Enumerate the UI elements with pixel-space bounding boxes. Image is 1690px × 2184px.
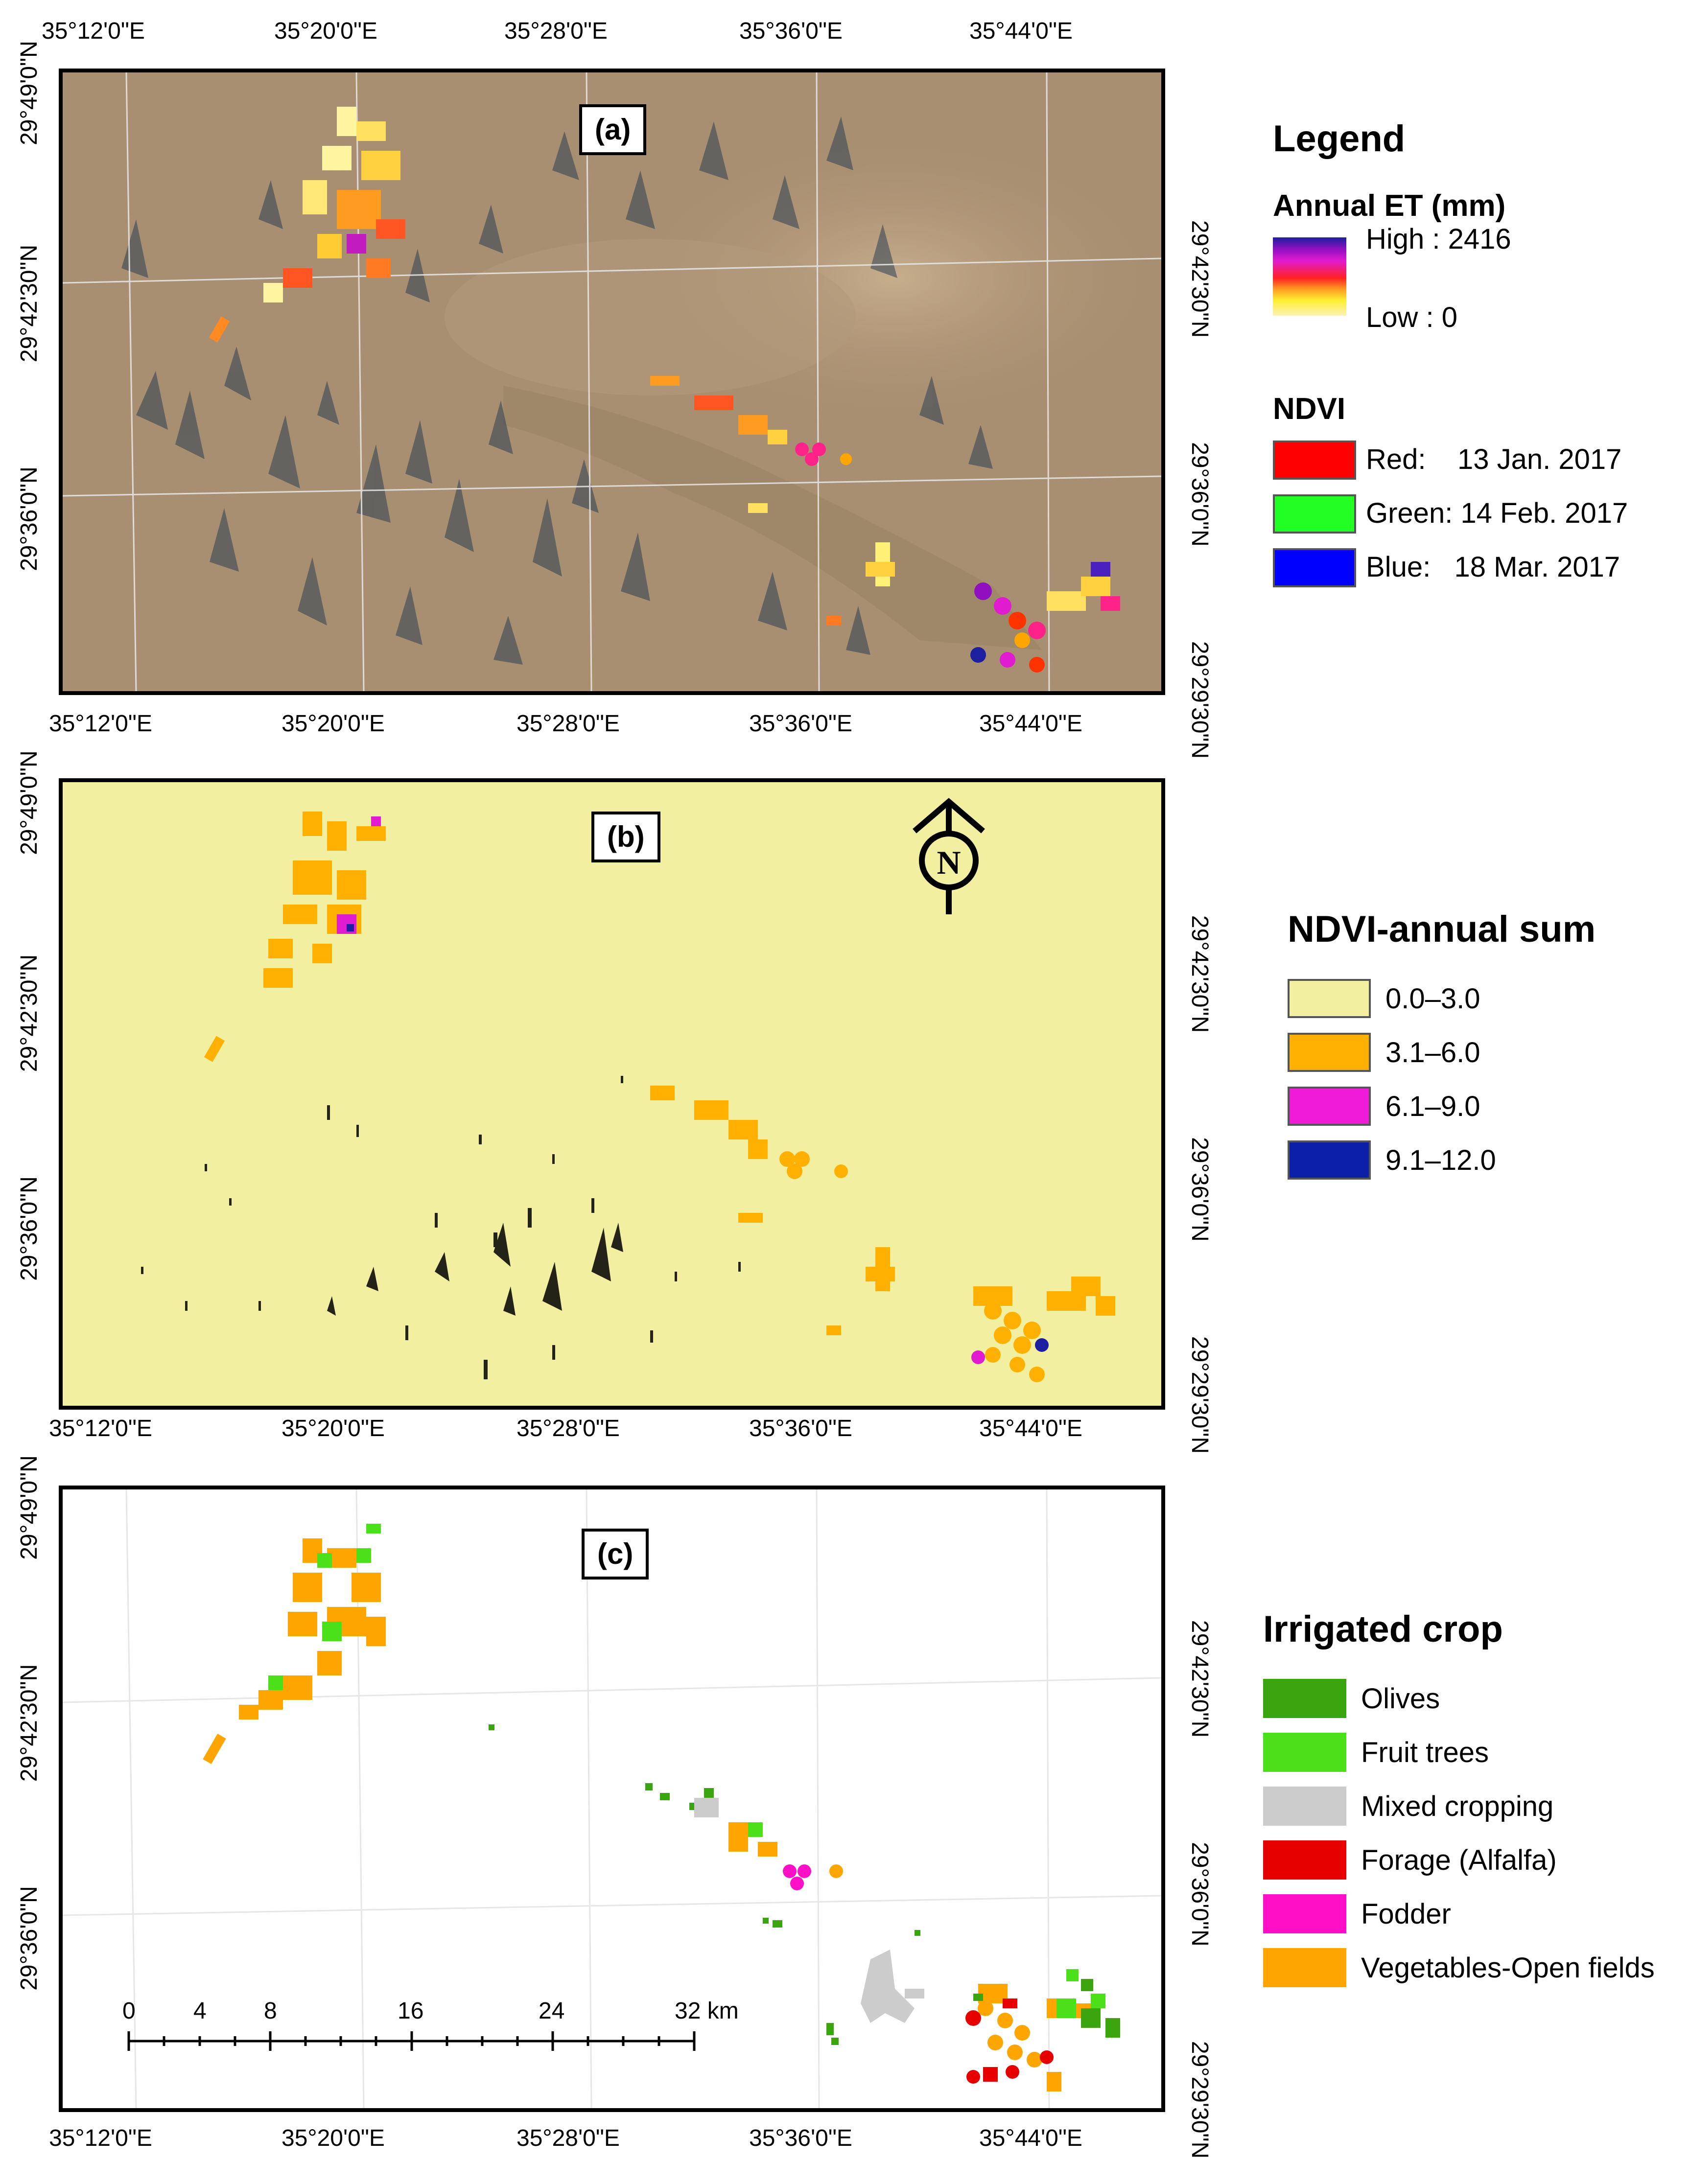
panel-c-crop-map: (c) — [59, 1486, 1165, 2112]
crop-label-olives: Olives — [1361, 1683, 1440, 1715]
lon-label: 35°36'0"E — [739, 18, 843, 44]
lat-label: 29°29'30"N — [1187, 1336, 1213, 1454]
ndvi-sum-swatch-1 — [1288, 979, 1371, 1018]
lat-label: 29°29'30"N — [1187, 2041, 1213, 2159]
crop-label-fruit: Fruit trees — [1361, 1737, 1489, 1768]
ndvi-sum-label-2: 3.1–6.0 — [1385, 1037, 1480, 1069]
lat-label: 29°36'0"N — [1187, 442, 1213, 547]
crop-swatch-forage — [1263, 1840, 1346, 1880]
lon-label: 35°28'0"E — [516, 2125, 620, 2151]
ndvi-label-red: Red: 13 Jan. 2017 — [1366, 443, 1622, 475]
lon-label: 35°28'0"E — [516, 1416, 620, 1441]
crop-swatch-olives — [1263, 1679, 1346, 1718]
lon-label: 35°44'0"E — [979, 2125, 1082, 2151]
lon-label: 35°12'0"E — [49, 2125, 152, 2151]
panel-b-label: (b) — [591, 812, 660, 862]
ndvi-sum-swatch-4 — [1288, 1140, 1371, 1180]
panel-a-satellite-map: (a) — [59, 69, 1165, 695]
scale-label: 8 — [264, 1998, 277, 2024]
scale-label: 32 km — [675, 1998, 739, 2024]
et-low-label: Low : 0 — [1366, 302, 1457, 333]
lon-label: 35°12'0"E — [49, 1416, 152, 1441]
ndvi-sum-swatch-3 — [1288, 1087, 1371, 1126]
lat-label: 29°36'0"N — [16, 1886, 42, 1991]
lat-label: 29°36'0"N — [16, 466, 42, 571]
north-letter: N — [937, 844, 961, 881]
lon-label: 35°20'0"E — [282, 1416, 385, 1441]
et-title: Annual ET (mm) — [1273, 189, 1506, 223]
lon-label: 35°36'0"E — [749, 2125, 852, 2151]
scale-label: 16 — [398, 1998, 424, 2024]
crop-legend-title: Irrigated crop — [1263, 1608, 1503, 1650]
ndvi-swatch-green — [1273, 494, 1356, 534]
lat-label: 29°36'0"N — [1187, 1842, 1213, 1947]
lat-label: 29°49'0"N — [16, 750, 42, 855]
ndvi-sum-swatch-2 — [1288, 1033, 1371, 1072]
lat-label: 29°42'30"N — [1187, 915, 1213, 1033]
crop-label-mixed: Mixed cropping — [1361, 1790, 1554, 1822]
legend-title: Legend — [1273, 118, 1406, 160]
crop-swatch-mixed — [1263, 1787, 1346, 1826]
lat-label: 29°42'30"N — [1187, 1620, 1213, 1738]
crop-swatch-fodder — [1263, 1894, 1346, 1933]
lon-label: 35°44'0"E — [979, 1416, 1082, 1441]
panel-a-label: (a) — [579, 104, 647, 155]
lat-label: 29°42'30"N — [16, 1664, 42, 1782]
crop-swatch-fruit — [1263, 1733, 1346, 1772]
et-high-label: High : 2416 — [1366, 223, 1511, 255]
ndvi-sum-label-4: 9.1–12.0 — [1385, 1144, 1496, 1176]
lon-label: 35°28'0"E — [516, 711, 620, 737]
lon-label: 35°28'0"E — [504, 18, 608, 44]
lon-label: 35°36'0"E — [749, 1416, 852, 1441]
lon-label: 35°12'0"E — [49, 711, 152, 737]
lon-label: 35°12'0"E — [42, 18, 145, 44]
crop-label-forage: Forage (Alfalfa) — [1361, 1844, 1557, 1876]
lat-label: 29°49'0"N — [16, 41, 42, 145]
ndvi-title: NDVI — [1273, 392, 1346, 426]
crop-label-fodder: Fodder — [1361, 1898, 1451, 1930]
scale-label: 0 — [122, 1998, 136, 2024]
ndvi-label-blue: Blue: 18 Mar. 2017 — [1366, 551, 1620, 583]
crop-swatch-vegetables — [1263, 1948, 1346, 1987]
lon-label: 35°20'0"E — [274, 18, 377, 44]
satellite-imagery — [63, 72, 1161, 691]
lat-label: 29°29'30"N — [1187, 641, 1213, 759]
lat-label: 29°42'30"N — [1187, 220, 1213, 338]
et-fields — [209, 107, 1120, 673]
panel-c-label: (c) — [582, 1529, 649, 1580]
ndvi-sum-label-1: 0.0–3.0 — [1385, 983, 1480, 1015]
crop-label-vegetables: Vegetables-Open fields — [1361, 1952, 1655, 1984]
lon-label: 35°36'0"E — [749, 711, 852, 737]
north-arrow-icon: N — [910, 797, 988, 919]
et-color-ramp — [1273, 237, 1346, 316]
scale-bar: 0 4 8 16 24 32 km — [121, 1998, 739, 2063]
lon-label: 35°20'0"E — [282, 2125, 385, 2151]
scale-label: 4 — [193, 1998, 207, 2024]
ndvi-sum-label-3: 6.1–9.0 — [1385, 1091, 1480, 1122]
lat-label: 29°49'0"N — [16, 1455, 42, 1560]
lon-label: 35°44'0"E — [969, 18, 1073, 44]
ndvi-label-green: Green: 14 Feb. 2017 — [1366, 497, 1628, 529]
panel-b-ndvi-sum-map: (b) N — [59, 778, 1165, 1410]
crop-classes — [63, 1489, 1161, 2108]
lat-label: 29°36'0"N — [16, 1176, 42, 1281]
lon-label: 35°20'0"E — [282, 711, 385, 737]
ndvi-sum-classes — [141, 812, 1115, 1382]
scale-label: 24 — [539, 1998, 565, 2024]
ndvi-sum-title: NDVI-annual sum — [1288, 908, 1596, 950]
lat-label: 29°36'0"N — [1187, 1137, 1213, 1242]
ndvi-swatch-blue — [1273, 548, 1356, 587]
lat-label: 29°42'30"N — [16, 244, 42, 363]
ndvi-swatch-red — [1273, 441, 1356, 480]
lat-label: 29°42'30"N — [16, 954, 42, 1072]
lon-label: 35°44'0"E — [979, 711, 1082, 737]
